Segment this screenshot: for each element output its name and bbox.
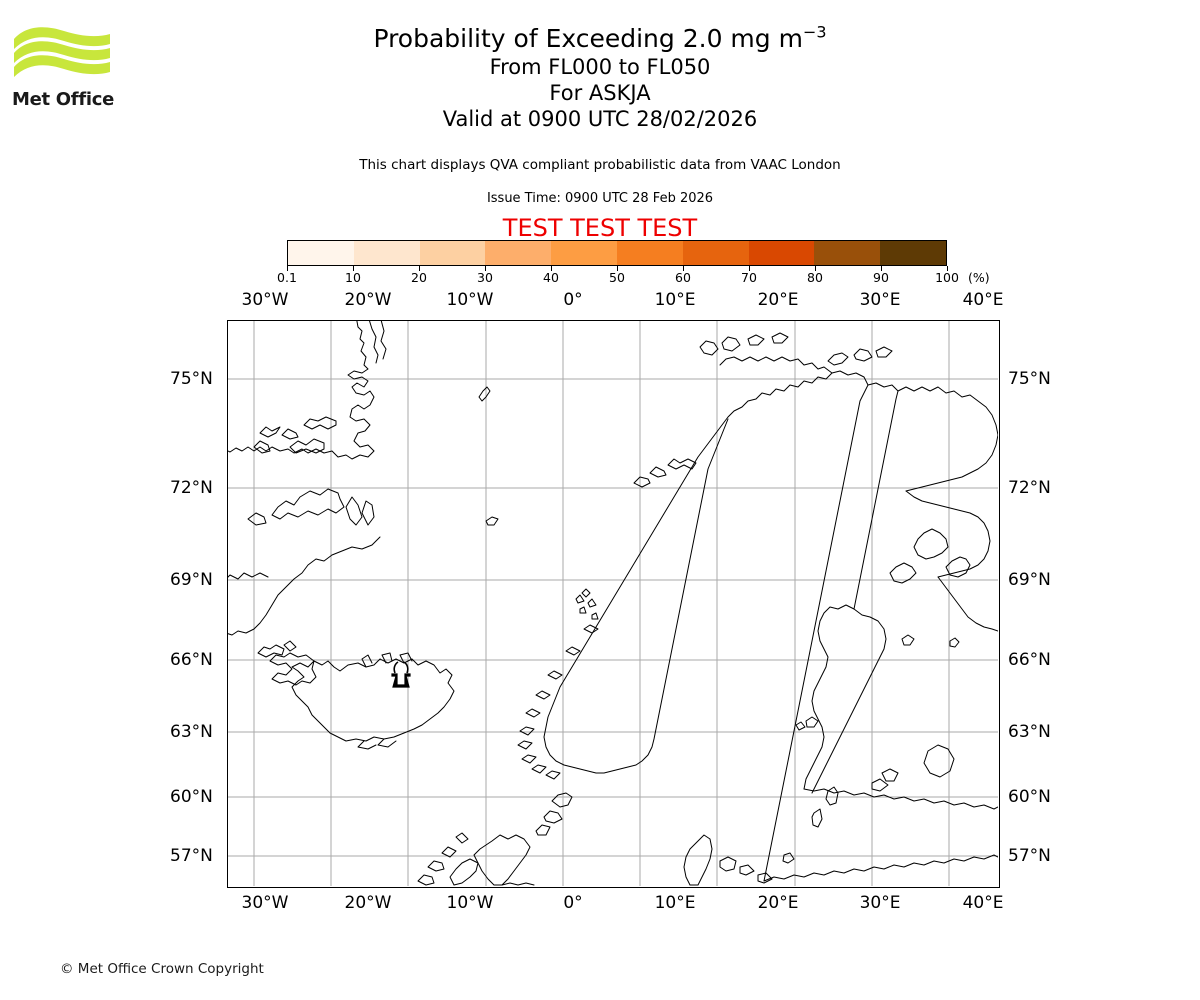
colorbar-tick	[551, 266, 552, 271]
colorbar-band-60-70	[682, 241, 749, 265]
chart-title-block: Probability of Exceeding 2.0 mg m−3 From…	[0, 24, 1200, 132]
map-plot-area[interactable]	[227, 320, 1000, 888]
colorbar-tick-label-30: 30	[477, 270, 493, 285]
title-valid-time: Valid at 0900 UTC 28/02/2026	[442, 107, 758, 131]
lon-label-bottom-10°W: 10°W	[446, 893, 494, 913]
met-office-logo: Met Office	[12, 25, 122, 115]
title-flight-levels: From FL000 to FL050	[489, 55, 711, 79]
test-banner: TEST TEST TEST	[502, 214, 698, 242]
met-office-waves-logo-icon	[14, 27, 110, 77]
lon-label-top-20°E: 20°E	[757, 290, 799, 310]
lon-label-top-30°W: 30°W	[241, 290, 289, 310]
lat-label-left-75°N: 75°N	[170, 369, 213, 389]
qva-note: This chart displays QVA compliant probab…	[359, 157, 841, 173]
colorbar-tick	[617, 266, 618, 271]
lon-label-bottom-0°: 0°	[563, 893, 583, 913]
lat-label-left-69°N: 69°N	[170, 570, 213, 590]
colorbar-tick-label-100: 100	[935, 270, 959, 285]
colorbar-tick	[485, 266, 486, 271]
map-gridlines	[228, 321, 998, 886]
lon-label-bottom-30°W: 30°W	[241, 893, 289, 913]
colorbar-tick-label-70: 70	[741, 270, 757, 285]
colorbar-tick	[947, 266, 948, 271]
lat-label-left-63°N: 63°N	[170, 722, 213, 742]
lon-label-bottom-30°E: 30°E	[859, 893, 901, 913]
colorbar-tick-label-90: 90	[873, 270, 889, 285]
page-title-exponent: −3	[802, 22, 827, 42]
colorbar-band-80-90	[814, 241, 881, 265]
colorbar-tick-label-80: 80	[807, 270, 823, 285]
map-canvas	[228, 321, 998, 886]
lat-label-right-75°N: 75°N	[1008, 369, 1051, 389]
colorbar-band-70-80	[748, 241, 815, 265]
colorbar-band-0.1-10	[288, 241, 354, 265]
colorbar-tick-label-20: 20	[411, 270, 427, 285]
lat-label-right-60°N: 60°N	[1008, 787, 1051, 807]
lat-label-left-57°N: 57°N	[170, 846, 213, 866]
lon-label-top-0°: 0°	[563, 290, 583, 310]
lat-label-right-66°N: 66°N	[1008, 650, 1051, 670]
colorbar-band-50-60	[616, 241, 683, 265]
lat-label-right-72°N: 72°N	[1008, 478, 1051, 498]
colorbar-tick	[419, 266, 420, 271]
page-title: Probability of Exceeding 2.0 mg m−3	[0, 24, 1200, 54]
lon-label-bottom-20°E: 20°E	[757, 893, 799, 913]
lat-label-left-66°N: 66°N	[170, 650, 213, 670]
colorbar-tick	[881, 266, 882, 271]
colorbar-tick-labels: 0.1 10 20 30 40 50 60 70 80 90 100	[277, 270, 959, 286]
colorbar-unit-label: (%)	[968, 270, 990, 285]
lon-label-bottom-10°E: 10°E	[654, 893, 696, 913]
lon-label-bottom-40°E: 40°E	[962, 893, 1004, 913]
colorbar-band-30-40	[485, 241, 552, 265]
volcano-marker-askja[interactable]	[391, 661, 411, 688]
volcano-plume-left-icon	[393, 661, 399, 674]
lat-label-right-69°N: 69°N	[1008, 570, 1051, 590]
colorbar-tick-label-10: 10	[345, 270, 361, 285]
lon-label-top-20°W: 20°W	[344, 290, 392, 310]
colorbar-band-90-100	[880, 241, 946, 265]
coastlines	[228, 321, 998, 886]
logo-wordmark: Met Office	[12, 89, 115, 110]
title-volcano: For ASKJA	[549, 81, 651, 105]
colorbar-tick	[287, 266, 288, 271]
volcano-plume-right-icon	[403, 661, 409, 674]
colorbar-tick-label-60: 60	[675, 270, 691, 285]
colorbar-tick	[683, 266, 684, 271]
colorbar-band-20-30	[419, 241, 486, 265]
issue-time-label: Issue Time: 0900 UTC 28 Feb 2026	[486, 191, 714, 206]
copyright-notice: © Met Office Crown Copyright	[60, 961, 264, 977]
lon-label-bottom-20°W: 20°W	[344, 893, 392, 913]
lat-label-right-63°N: 63°N	[1008, 722, 1051, 742]
colorbar-band-40-50	[551, 241, 617, 265]
probability-colorbar	[287, 240, 947, 266]
lon-label-top-10°W: 10°W	[446, 290, 494, 310]
colorbar-tick	[353, 266, 354, 271]
lon-label-top-40°E: 40°E	[962, 290, 1004, 310]
page-title-text: Probability of Exceeding 2.0 mg m	[373, 24, 803, 53]
colorbar-tick-label-0.1: 0.1	[277, 270, 297, 285]
colorbar-ticks	[287, 266, 948, 284]
colorbar-tick-label-40: 40	[543, 270, 559, 285]
colorbar-band-10-20	[353, 241, 420, 265]
colorbar-tick-label-50: 50	[609, 270, 625, 285]
lon-label-top-30°E: 30°E	[859, 290, 901, 310]
lon-label-top-10°E: 10°E	[654, 290, 696, 310]
lat-label-left-72°N: 72°N	[170, 478, 213, 498]
colorbar-tick	[815, 266, 816, 271]
volcano-cone-icon	[391, 673, 411, 688]
colorbar-tick	[749, 266, 750, 271]
colorbar-bands	[287, 240, 947, 266]
lat-label-left-60°N: 60°N	[170, 787, 213, 807]
lat-label-right-57°N: 57°N	[1008, 846, 1051, 866]
